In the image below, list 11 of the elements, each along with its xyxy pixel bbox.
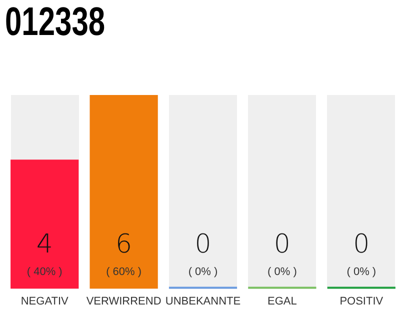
x-tick-label: VERWIRREND xyxy=(86,295,162,308)
data-label: 0 ( 0% ) xyxy=(268,230,297,278)
x-tick-label: EGAL xyxy=(268,295,297,308)
x-tick-label: NEGATIV xyxy=(20,295,69,308)
data-label: 0 ( 0% ) xyxy=(188,230,218,278)
chart-title: 012338 xyxy=(5,0,106,44)
data-label: 4 ( 40% ) xyxy=(26,230,62,278)
x-tick-label: UNBEKANNTE xyxy=(165,295,241,308)
x-tick-label: POSITIV xyxy=(340,295,384,308)
data-label: 0 ( 0% ) xyxy=(346,230,376,278)
data-label: 6 ( 60% ) xyxy=(106,230,142,278)
